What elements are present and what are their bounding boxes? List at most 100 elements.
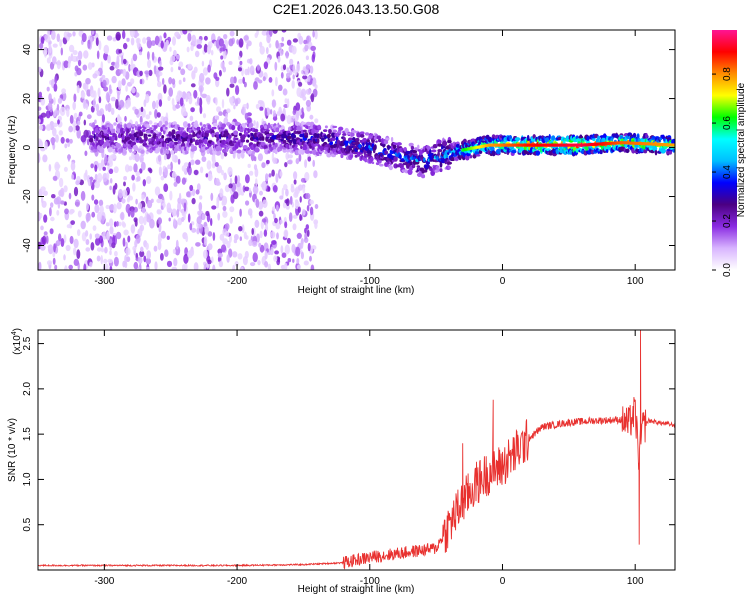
heatmap-noise-cell [96, 110, 103, 117]
heatmap-noise-cell [206, 44, 212, 55]
heatmap-noise-cell [138, 51, 143, 56]
heatmap-noise-cell [115, 231, 122, 240]
heatmap-ridge-cell [261, 136, 265, 141]
heatmap-ridge-cell [649, 145, 654, 149]
heatmap-noise-cell [286, 67, 290, 73]
heatmap-noise-cell [103, 44, 110, 55]
heatmap-noise-cell [216, 198, 220, 209]
figure-title: C2E1.2026.043.13.50.G08 [273, 1, 440, 17]
heatmap-ridge-cell [672, 148, 675, 153]
heatmap-noise-cell [116, 221, 119, 227]
heatmap-noise-cell [104, 263, 109, 270]
heatmap-noise-cell [158, 66, 164, 71]
heatmap-noise-cell [166, 235, 170, 240]
heatmap-noise-cell [125, 247, 131, 256]
heatmap-noise-cell [94, 204, 100, 214]
heatmap-ridge-cell [447, 166, 451, 169]
heatmap-noise-cell [314, 84, 318, 90]
heatmap-noise-cell [85, 230, 89, 237]
heatmap-ridge-cell [248, 149, 252, 155]
heatmap-noise-cell [146, 36, 151, 41]
heatmap-noise-cell [181, 177, 186, 185]
heatmap-noise-cell [98, 199, 104, 207]
heatmap-ridge-cell [599, 149, 603, 155]
heatmap-x-tick-label-2: -100 [360, 276, 380, 287]
heatmap-noise-cell [186, 166, 190, 173]
heatmap-noise-cell [216, 164, 223, 174]
heatmap-ridge-cell [267, 150, 271, 154]
heatmap-ridge-cell [113, 122, 117, 126]
colorbar-tick-label-0: 0.0 [722, 263, 733, 277]
heatmap-noise-cell [139, 154, 144, 163]
heatmap-noise-cell [197, 210, 201, 216]
heatmap-y-tick-label-3: 20 [22, 93, 33, 105]
heatmap-noise-cell [171, 266, 178, 270]
heatmap-ridge-cell [442, 140, 448, 147]
heatmap-noise-cell [172, 248, 176, 254]
heatmap-noise-cell [224, 231, 230, 237]
heatmap-noise-cell [286, 39, 292, 46]
heatmap-ridge-cell [417, 144, 420, 150]
heatmap-noise-cell [122, 68, 127, 77]
heatmap-noise-cell [69, 114, 74, 124]
heatmap-noise-cell [56, 33, 60, 42]
heatmap-noise-cell [239, 60, 243, 66]
heatmap-noise-cell [181, 208, 185, 216]
heatmap-noise-cell [302, 185, 306, 194]
heatmap-noise-cell [304, 44, 309, 52]
heatmap-noise-cell [87, 39, 91, 50]
heatmap-noise-cell [47, 102, 53, 111]
heatmap-noise-cell [190, 107, 195, 113]
heatmap-ridge-cell [328, 129, 332, 135]
heatmap-ridge-cell [429, 149, 432, 154]
heatmap-ridge-cell [245, 139, 250, 143]
heatmap-ridge-cell [416, 165, 421, 168]
heatmap-ridge-cell [384, 150, 389, 155]
heatmap-noise-cell [94, 180, 100, 189]
heatmap-ridge-cell [409, 161, 413, 166]
heatmap-ridge-cell [287, 133, 291, 136]
heatmap-ridge-cell [437, 143, 443, 147]
heatmap-noise-cell [180, 68, 186, 76]
heatmap-noise-cell [76, 249, 81, 260]
heatmap-noise-cell [272, 116, 278, 121]
heatmap-noise-cell [94, 233, 100, 239]
heatmap-noise-cell [196, 44, 202, 49]
heatmap-noise-cell [205, 77, 211, 85]
heatmap-noise-cell [60, 47, 63, 56]
heatmap-noise-cell [314, 204, 319, 209]
heatmap-noise-cell [298, 81, 303, 87]
heatmap-noise-cell [139, 168, 143, 174]
heatmap-noise-cell [156, 209, 160, 215]
heatmap-noise-cell [223, 34, 228, 40]
heatmap-noise-cell [160, 230, 166, 239]
heatmap-noise-cell [85, 169, 88, 178]
heatmap-noise-cell [146, 39, 152, 49]
heatmap-noise-cell [271, 206, 276, 212]
heatmap-noise-cell [38, 153, 41, 163]
heatmap-noise-cell [67, 61, 71, 69]
heatmap-ridge-cell [511, 149, 517, 154]
heatmap-ridge-cell [371, 161, 375, 165]
heatmap-noise-cell [123, 181, 126, 187]
heatmap-noise-cell [220, 152, 225, 160]
heatmap-noise-cell [65, 138, 70, 143]
heatmap-y-tick-label-2: 0 [22, 144, 33, 150]
heatmap-noise-cell [212, 232, 216, 241]
heatmap-noise-cell [212, 264, 216, 270]
heatmap-ridge-cell [182, 121, 188, 128]
heatmap-noise-cell [60, 238, 65, 247]
heatmap-noise-cell [284, 244, 290, 255]
heatmap-noise-cell [150, 198, 154, 203]
heatmap-noise-cell [46, 86, 50, 92]
heatmap-noise-cell [254, 219, 260, 228]
heatmap-ridge-cell [195, 142, 200, 146]
snr-panel: -300 -200 -100 0 100 0.5 1.0 1.5 2.0 2.5 Height … [7, 328, 676, 595]
heatmap-ridge-cell [161, 138, 165, 142]
heatmap-noise-cell [292, 214, 298, 219]
heatmap-ridge-cell [447, 152, 450, 155]
heatmap-noise-cell [94, 119, 97, 124]
heatmap-ridge-cell [436, 155, 439, 161]
heatmap-noise-cell [149, 218, 155, 229]
